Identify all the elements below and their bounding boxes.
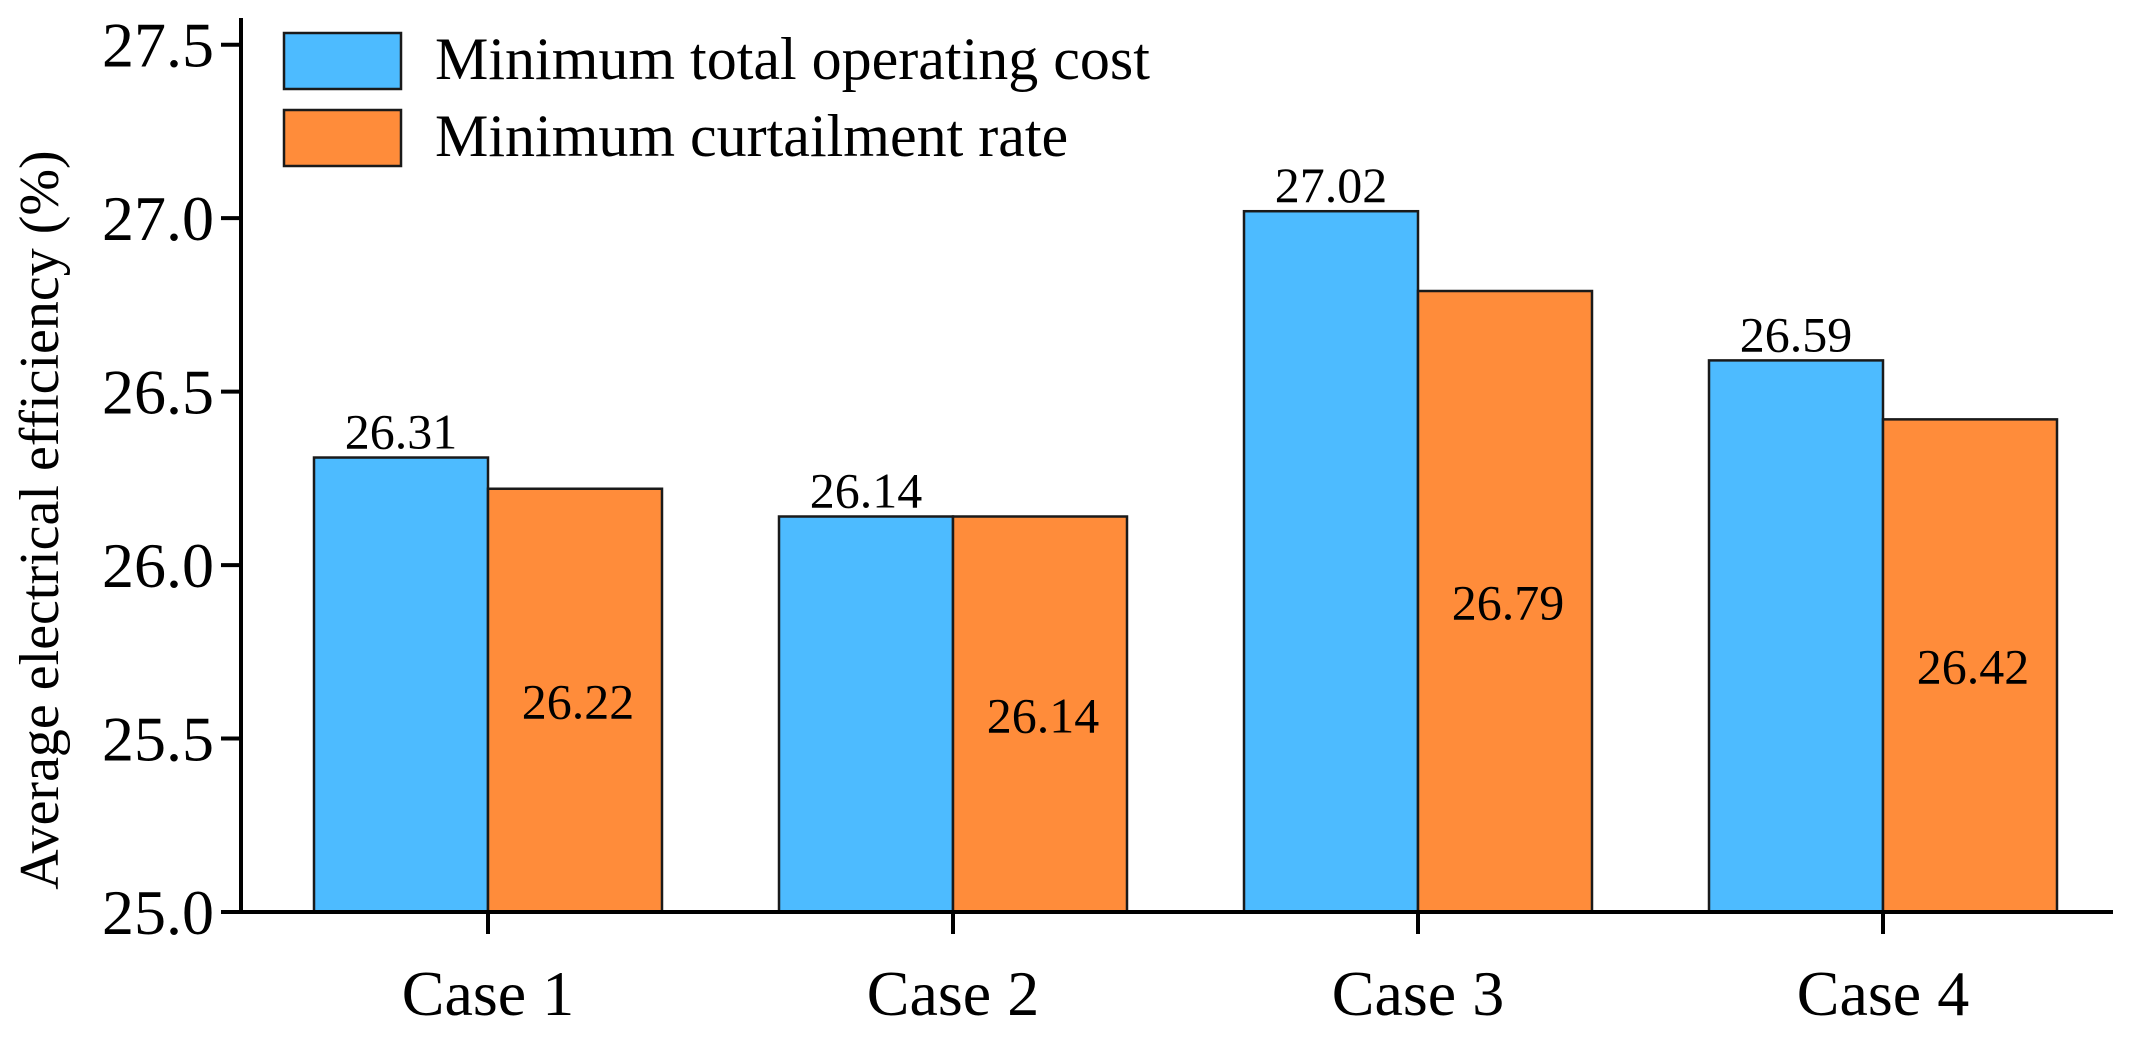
y-tick-label: 27.0 <box>102 183 214 254</box>
data-label-min-operating-cost-4: 26.59 <box>1740 306 1853 362</box>
y-tick-label: 25.5 <box>102 704 214 775</box>
data-label-min-curtailment-rate-1: 26.22 <box>522 673 635 729</box>
data-label-min-operating-cost-3: 27.02 <box>1275 157 1388 213</box>
x-tick-label-case-1: Case 1 <box>402 958 574 1029</box>
legend-swatch-min-operating-cost <box>282 31 403 91</box>
y-tick-label: 27.5 <box>102 10 214 81</box>
bar-min-curtailment-rate-1 <box>486 487 664 914</box>
legend-label-min-curtailment-rate: Minimum curtailment rate <box>435 103 1068 169</box>
x-tick-label-case-2: Case 2 <box>867 958 1039 1029</box>
bar-min-operating-cost-3 <box>1242 209 1420 914</box>
bar-min-curtailment-rate-4 <box>1881 418 2059 914</box>
y-axis-label: Average electrical efficiency (%) <box>9 150 71 889</box>
data-label-min-curtailment-rate-4: 26.42 <box>1917 639 2030 695</box>
x-tick-label-case-3: Case 3 <box>1332 958 1504 1029</box>
y-tick-label: 26.0 <box>102 530 214 601</box>
x-tick-label-case-4: Case 4 <box>1797 958 1969 1029</box>
y-tick-label: 26.5 <box>102 357 214 428</box>
bar-min-curtailment-rate-2 <box>951 515 1129 914</box>
bar-min-operating-cost-1 <box>312 456 490 914</box>
legend-swatch-min-curtailment-rate <box>282 108 403 168</box>
bars-layer <box>312 209 2059 914</box>
bar-min-operating-cost-4 <box>1707 359 1885 914</box>
data-label-min-operating-cost-1: 26.31 <box>345 404 458 460</box>
data-label-min-operating-cost-2: 26.14 <box>810 463 923 519</box>
data-label-min-curtailment-rate-2: 26.14 <box>987 687 1100 743</box>
legend: Minimum total operating cost Minimum curt… <box>282 26 1150 169</box>
y-tick-label: 25.0 <box>102 877 214 948</box>
data-label-min-curtailment-rate-3: 26.79 <box>1452 575 1565 631</box>
legend-label-min-operating-cost: Minimum total operating cost <box>435 26 1150 92</box>
bar-min-operating-cost-2 <box>777 515 955 914</box>
axes-layer <box>239 18 2113 914</box>
ticks-layer: 25.0 25.5 26.0 26.5 27.0 27.5 Case 1 Case 2 Case… <box>102 10 1969 1029</box>
bar-labels-layer: 26.31 26.22 26.14 26.14 27.02 26.79 26.59 26.42 <box>345 157 2030 743</box>
